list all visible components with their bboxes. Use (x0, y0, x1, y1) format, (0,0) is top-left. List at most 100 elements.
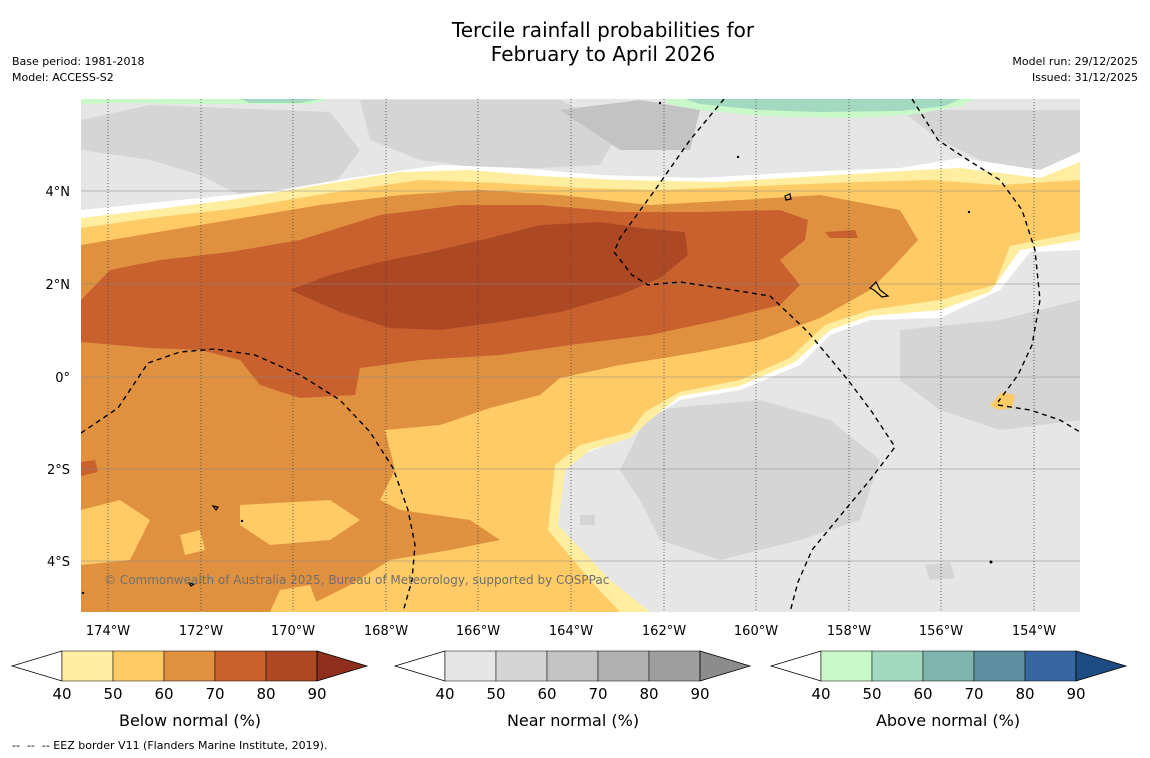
eez-border-line (613, 99, 896, 612)
legend-swatch (163, 650, 216, 682)
latitude-gridlines (81, 190, 1080, 562)
lon-label: 156°W (919, 624, 963, 639)
lon-label: 164°W (549, 624, 593, 639)
below-normal-70-80-region (825, 230, 858, 238)
legend-extend-high (699, 650, 752, 682)
title-line-1: Tercile rainfall probabilities for (451, 18, 755, 42)
eez-border-line (997, 404, 1080, 433)
legend-tick: 40 (52, 685, 71, 703)
near-normal-patch (580, 515, 595, 525)
legend-tick: 70 (964, 685, 983, 703)
legend-extend-low (393, 650, 446, 682)
eez-border-line (81, 348, 416, 612)
island-outline (784, 193, 792, 201)
legend-extend-high (316, 650, 369, 682)
legend-swatch (546, 650, 599, 682)
legend-swatch (1024, 650, 1077, 682)
lon-label: 158°W (827, 624, 871, 639)
island-dot (81, 591, 85, 595)
near-normal-patch (900, 110, 1080, 180)
legend-tick: 80 (1015, 685, 1034, 703)
island-outline (868, 280, 890, 298)
legend-below-normal: 40 50 60 70 80 90 Below normal (%) (10, 650, 369, 730)
latitude-axis-labels: 4°N 2°N 0° 2°S 4°S (46, 185, 71, 570)
legend-near-normal: 40 50 60 70 80 90 Near normal (%) (393, 650, 752, 730)
near-normal-patch (925, 562, 955, 580)
below-normal-50-60-region (270, 585, 320, 612)
legend-title: Near normal (%) (507, 711, 639, 730)
lon-label: 154°W (1012, 624, 1056, 639)
island-dot (989, 560, 993, 564)
legend-tick: 60 (537, 685, 556, 703)
legend-swatch (61, 650, 114, 682)
legend-extend-low (10, 650, 63, 682)
below-normal-50-60-region (990, 392, 1015, 410)
issued-text: Issued: 31/12/2025 (1031, 71, 1138, 84)
below-normal-50-60-region (180, 530, 205, 555)
legend-extend-low (769, 650, 822, 682)
map-copyright-text: © Commonwealth of Australia 2025, Bureau… (104, 573, 609, 587)
legend-swatch (214, 650, 267, 682)
meta-info-left: Base period: 1981-2018 Model: ACCESS-S2 (12, 54, 144, 86)
eez-footnote: -- -- -- EEZ border V11 (Flanders Marine… (12, 739, 328, 752)
legend-tick: 90 (1066, 685, 1085, 703)
legend-above-normal: 40 50 60 70 80 90 Above normal (%) (769, 650, 1128, 730)
islands (187, 193, 890, 587)
legend-tick: 80 (256, 685, 275, 703)
base-period-text: Base period: 1981-2018 (12, 55, 145, 68)
legend-swatch (922, 650, 975, 682)
legend-title: Below normal (%) (119, 711, 261, 730)
legend-swatch (973, 650, 1026, 682)
lon-label: 170°W (271, 624, 315, 639)
above-normal-50-60-region (240, 99, 320, 103)
near-normal-patch (360, 100, 620, 170)
legend-title: Above normal (%) (876, 711, 1020, 730)
legend-swatch (495, 650, 548, 682)
legend-tick: 70 (588, 685, 607, 703)
legend-tick: 60 (154, 685, 173, 703)
legend-extend-high (1075, 650, 1128, 682)
map-plot-area: © Commonwealth of Australia 2025, Bureau… (81, 99, 1080, 612)
map-title: Tercile rainfall probabilities for Febru… (300, 18, 906, 66)
eez-border-line (911, 99, 1041, 403)
legend-tick: 50 (862, 685, 881, 703)
near-normal-patch (81, 105, 360, 200)
legend-tick: 50 (103, 685, 122, 703)
below-normal-70-80-region (81, 460, 98, 476)
lon-label: 172°W (179, 624, 223, 639)
lon-label: 168°W (364, 624, 408, 639)
near-normal-patch (620, 400, 880, 560)
lat-label: 2°S (47, 463, 70, 478)
near-normal-patch (560, 100, 700, 150)
lon-label: 166°W (456, 624, 500, 639)
island-dot (736, 155, 740, 159)
island-dot (967, 210, 971, 214)
island-dots (81, 101, 993, 595)
legend-swatch (820, 650, 873, 682)
legend-tick: 40 (811, 685, 830, 703)
island-dot (240, 519, 244, 523)
below-normal-50-60-region (240, 500, 360, 545)
legend-swatch (871, 650, 924, 682)
legend-swatch (265, 650, 318, 682)
legend-tick: 70 (205, 685, 224, 703)
legend-tick: 60 (913, 685, 932, 703)
eez-borders (81, 99, 1080, 612)
legend-swatch (112, 650, 165, 682)
longitude-axis-labels: 174°W 172°W 170°W 168°W 166°W 164°W 162°… (86, 624, 1056, 639)
near-normal-patch (900, 300, 1080, 430)
legend-swatch (648, 650, 701, 682)
lat-label: 2°N (46, 278, 71, 293)
legend-swatch (597, 650, 650, 682)
island-outline (211, 505, 219, 512)
below-normal-80-90-region (290, 222, 688, 330)
lat-label: 0° (55, 371, 70, 386)
legend-tick: 80 (639, 685, 658, 703)
legend-tick: 90 (307, 685, 326, 703)
model-text: Model: ACCESS-S2 (12, 71, 114, 84)
island-outline (187, 582, 196, 587)
legend-swatch (444, 650, 497, 682)
meta-info-right: Model run: 29/12/2025 Issued: 31/12/2025 (1012, 54, 1138, 86)
lat-label: 4°S (47, 555, 70, 570)
